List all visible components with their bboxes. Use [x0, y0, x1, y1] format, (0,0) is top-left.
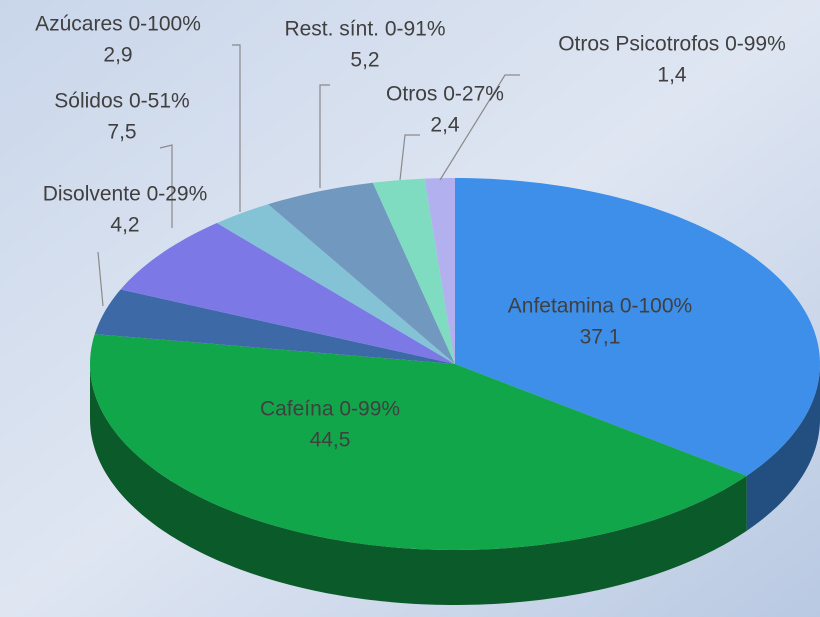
data-label-value: 4,2	[110, 214, 139, 237]
pie-slice	[120, 223, 455, 364]
pie-slice	[216, 204, 455, 364]
data-label-value: 1,4	[657, 64, 687, 87]
pie-slice	[424, 178, 455, 364]
pie-slice	[372, 178, 455, 364]
leader-line	[439, 74, 520, 181]
data-label-value: 7,5	[107, 121, 136, 144]
data-label-name: Otros 0-27%	[386, 83, 504, 106]
data-label-name: Azúcares 0-100%	[35, 13, 201, 36]
leader-line	[97, 251, 104, 307]
pie-slice	[268, 182, 455, 364]
data-label-value: 5,2	[350, 49, 379, 72]
pie-side	[746, 364, 820, 531]
pie-slice	[455, 178, 820, 476]
data-label-value: 2,9	[103, 44, 132, 67]
data-label-name: Disolvente 0-29%	[43, 183, 208, 206]
pie-slice	[94, 289, 455, 364]
leader-line	[232, 44, 241, 212]
leader-line	[159, 144, 173, 228]
data-label-name: Otros Psicotrofos 0-99%	[558, 33, 786, 56]
pie-slice	[90, 334, 747, 550]
data-label-name: Anfetamina 0-100%	[508, 295, 692, 318]
pie-side	[90, 364, 747, 605]
data-label-name: Rest. sínt. 0-91%	[284, 18, 445, 41]
data-label-value: 44,5	[310, 429, 351, 452]
data-label-value: 2,4	[430, 114, 460, 137]
leader-line	[319, 84, 330, 188]
leader-line	[399, 134, 420, 181]
pie-tops	[90, 178, 820, 550]
data-label-value: 37,1	[580, 326, 621, 349]
pie-sides	[90, 364, 820, 605]
labels: Anfetamina 0-100% 37,1 Cafeína 0-99% 44,5 Di…	[35, 13, 786, 452]
data-label-name: Sólidos 0-51%	[54, 90, 189, 113]
data-label-name: Cafeína 0-99%	[260, 398, 400, 421]
